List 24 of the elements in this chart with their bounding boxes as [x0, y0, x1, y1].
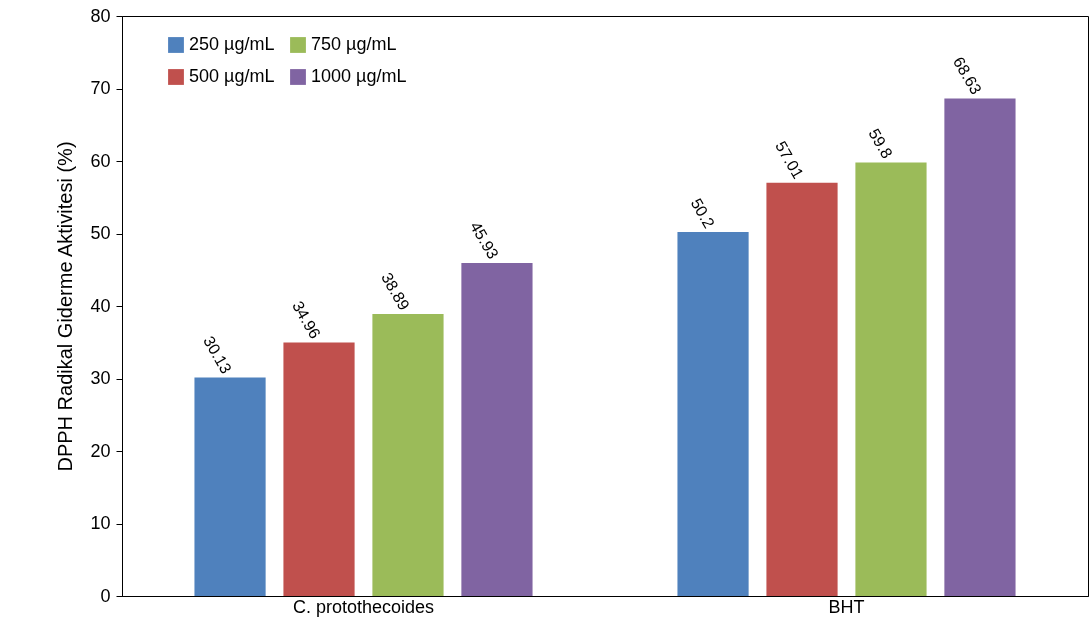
- y-tick-label: 80: [90, 5, 111, 26]
- y-tick-label: 70: [90, 78, 111, 98]
- y-tick-label: 20: [90, 440, 111, 461]
- x-tick-label: C. protothecoides: [292, 596, 435, 617]
- x-tick-label: BHT: [828, 596, 865, 617]
- legend-label: 250 µg/mL: [189, 34, 275, 54]
- bar: [194, 377, 266, 596]
- bar: [372, 314, 444, 596]
- bar: [855, 162, 927, 596]
- y-tick-label: 10: [90, 513, 111, 533]
- y-axis-title: DPPH Radikal Giderme Aktivitesi (%): [54, 141, 77, 472]
- y-tick-label: 30: [90, 368, 111, 388]
- legend-label: 500 µg/mL: [189, 66, 275, 86]
- bar: [283, 342, 355, 596]
- y-tick-label: 40: [90, 295, 111, 316]
- legend-label: 750 µg/mL: [311, 34, 397, 54]
- bar: [677, 232, 749, 596]
- legend-label: 1000 µg/mL: [311, 66, 407, 86]
- bar: [944, 98, 1016, 596]
- bar: [766, 182, 838, 596]
- y-tick-label: 50: [90, 223, 111, 243]
- y-tick-label: 0: [100, 585, 111, 606]
- bar: [461, 263, 533, 596]
- y-tick-label: 60: [90, 150, 111, 171]
